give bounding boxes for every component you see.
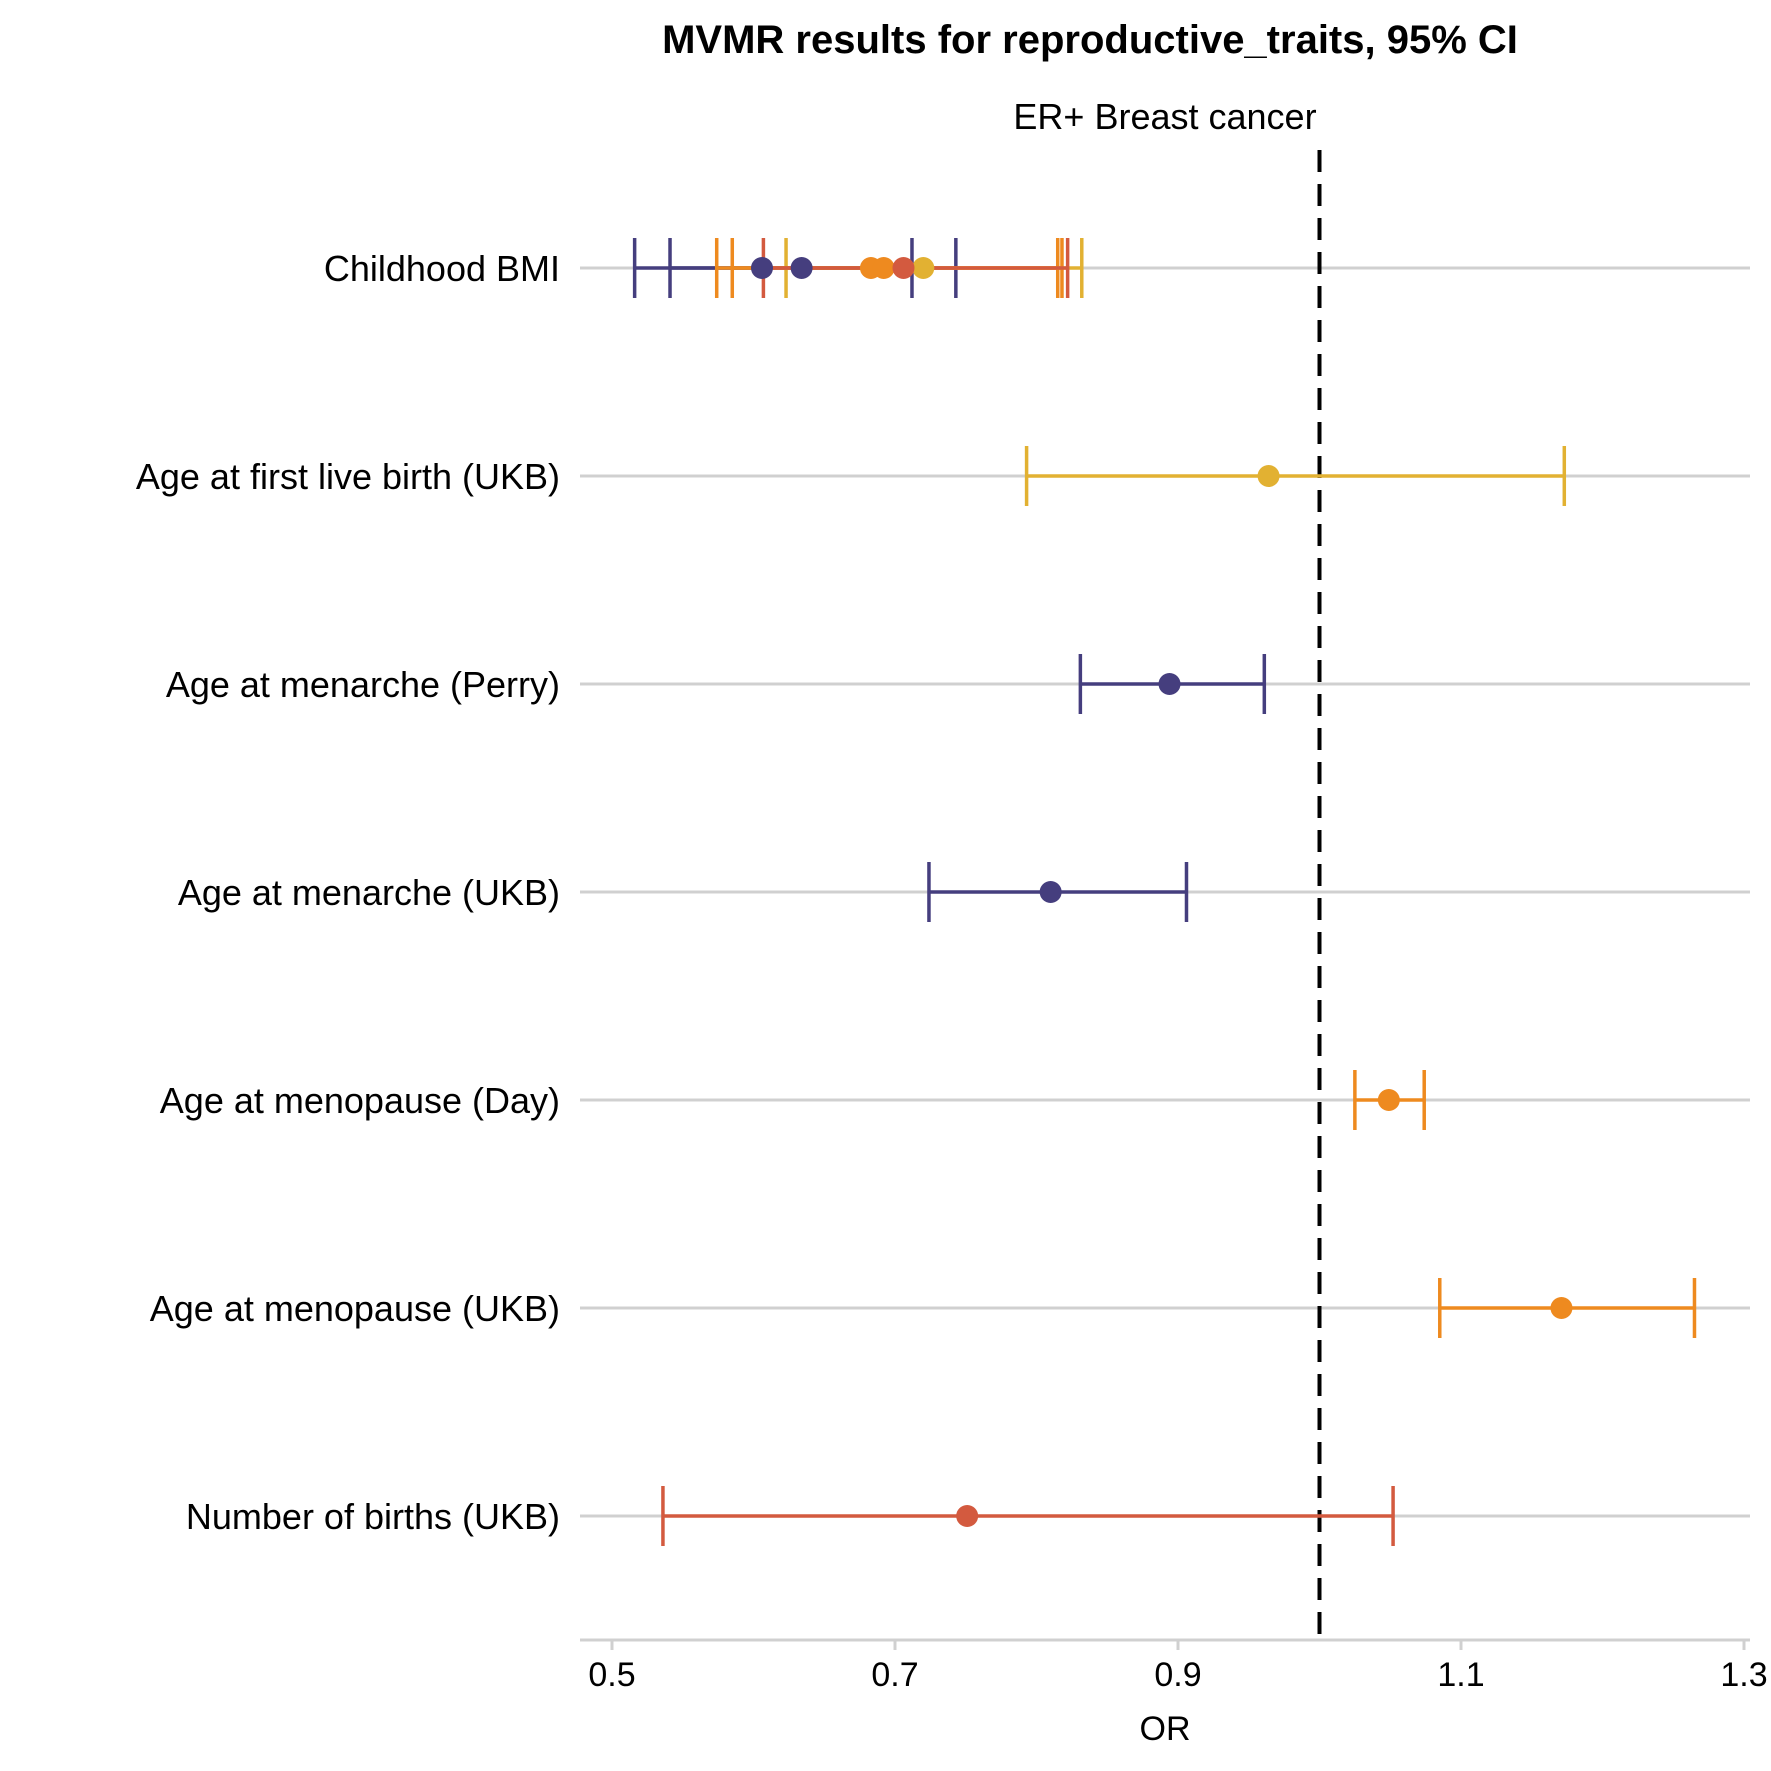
category-label: Age at menarche (Perry) — [166, 664, 560, 705]
point-estimate — [1039, 881, 1062, 903]
facet-label: ER+ Breast cancer — [1013, 96, 1316, 137]
point-estimate — [1257, 465, 1280, 487]
category-labels: Childhood BMI Age at first live birth (UK… — [136, 248, 560, 1537]
ci-bar — [1024, 446, 1567, 506]
x-axis: 0.5 0.7 0.9 1.1 1.3 — [580, 1638, 1768, 1694]
x-tick-label: 1.3 — [1720, 1656, 1767, 1694]
point-estimate — [1550, 1297, 1573, 1319]
category-label: Number of births (UKB) — [186, 1496, 560, 1537]
x-axis-title: OR — [1140, 1710, 1191, 1748]
point-estimate — [912, 257, 935, 279]
chart-title: MVMR results for reproductive_traits, 95… — [662, 18, 1518, 62]
point-estimate — [1158, 673, 1181, 695]
x-tick-label: 0.7 — [871, 1656, 918, 1694]
x-tick-label: 0.5 — [588, 1656, 635, 1694]
point-estimate — [1377, 1089, 1400, 1111]
point-estimate — [750, 257, 773, 279]
category-label: Childhood BMI — [324, 248, 560, 289]
category-label: Age at menopause (Day) — [160, 1080, 560, 1121]
x-tick-label: 1.1 — [1437, 1656, 1484, 1694]
category-label: Age at menarche (UKB) — [178, 872, 560, 913]
point-estimate — [956, 1505, 979, 1527]
data-marks — [632, 238, 1697, 1546]
point-estimate — [892, 257, 915, 279]
category-label: Age at first live birth (UKB) — [136, 456, 560, 497]
point-estimate — [872, 257, 895, 279]
category-label: Age at menopause (UKB) — [150, 1288, 560, 1329]
point-estimate — [790, 257, 813, 279]
x-tick-label: 0.9 — [1154, 1656, 1201, 1694]
ci-bar — [661, 1486, 1395, 1546]
